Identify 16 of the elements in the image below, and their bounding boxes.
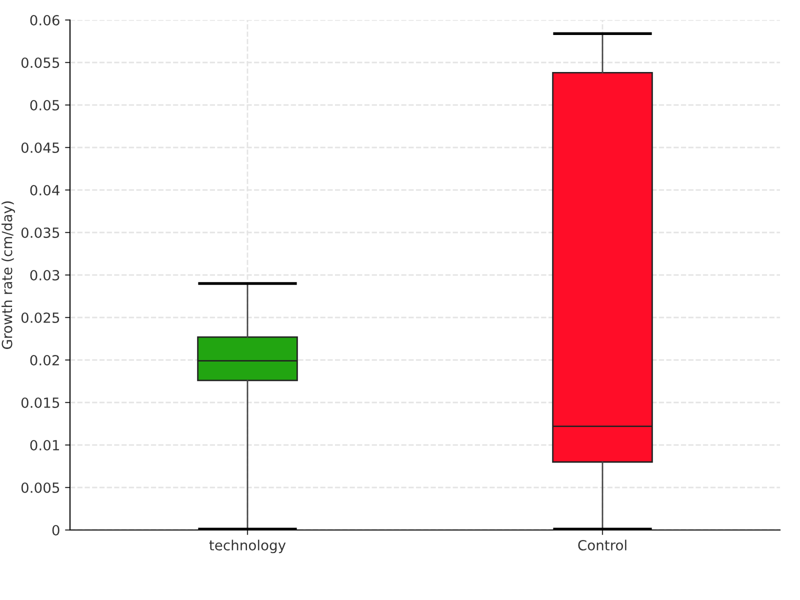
y-tick-label: 0 bbox=[52, 524, 60, 536]
y-tick-label: 0.015 bbox=[21, 397, 60, 408]
y-tick-label: 0.04 bbox=[30, 184, 60, 196]
y-tick-label: 0.055 bbox=[21, 57, 60, 68]
y-tick-label: 0.01 bbox=[30, 440, 59, 450]
y-axis-title: Growth rate (cm/day) bbox=[2, 201, 15, 349]
y-tick-label: 0.03 bbox=[30, 270, 60, 280]
y-tick-label: 0.06 bbox=[30, 14, 60, 26]
y-tick-label: 0.02 bbox=[30, 354, 59, 366]
y-tick-label: 0.045 bbox=[21, 142, 60, 153]
x-tick-label: Control bbox=[578, 540, 626, 550]
y-tick-label: 0.035 bbox=[21, 227, 60, 238]
y-tick-label: 0.005 bbox=[21, 482, 60, 493]
y-tick-label: 0.025 bbox=[21, 312, 60, 323]
y-tick-label: 0.05 bbox=[30, 100, 60, 110]
x-tick-label: technology bbox=[209, 540, 286, 554]
